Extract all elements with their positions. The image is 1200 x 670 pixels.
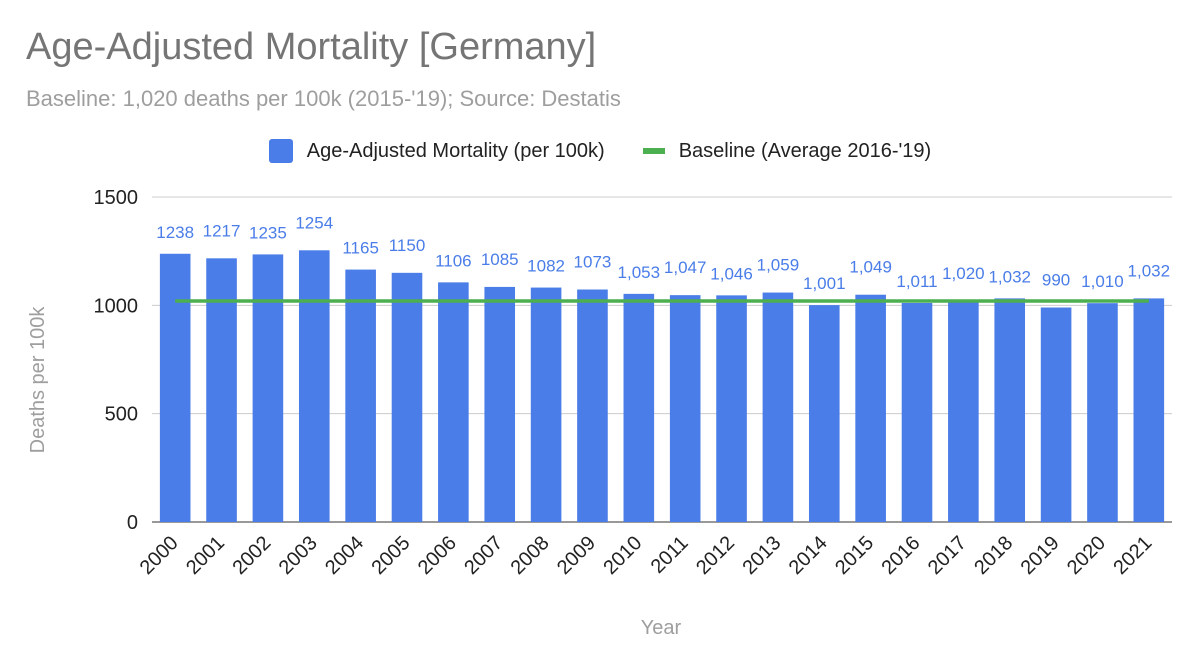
x-tick-label: 2010 — [599, 532, 646, 579]
data-label: 1,053 — [618, 263, 661, 282]
x-tick-label: 2018 — [970, 532, 1017, 579]
data-label: 1073 — [574, 253, 612, 272]
x-axis-title: Year — [641, 617, 682, 639]
bar — [206, 258, 237, 522]
bar — [623, 293, 655, 522]
x-tick-label: 2008 — [507, 532, 554, 579]
data-label: 1,020 — [942, 264, 985, 283]
bar — [345, 269, 376, 522]
x-tick-label: 2017 — [924, 532, 971, 579]
bar — [1040, 307, 1072, 522]
data-label: 1106 — [435, 251, 472, 270]
legend-swatch-line — [642, 148, 665, 154]
bar — [159, 253, 191, 522]
x-tick-label: 2007 — [460, 532, 507, 579]
bar — [762, 292, 794, 522]
data-label: 1,032 — [988, 267, 1031, 286]
bar — [577, 289, 608, 522]
data-label: 1,046 — [710, 264, 753, 283]
bar — [901, 302, 933, 522]
data-label: 1238 — [156, 223, 194, 242]
x-tick-label: 2006 — [414, 532, 461, 579]
legend: Age-Adjusted Mortality (per 100k) Baseli… — [0, 136, 1200, 166]
bar — [484, 286, 516, 522]
x-tick-label: 2012 — [692, 532, 739, 579]
legend-swatch-bar — [268, 139, 293, 163]
bar — [808, 305, 840, 522]
y-axis-title: Deaths per 100k — [27, 306, 49, 454]
data-label: 1165 — [342, 239, 379, 258]
bar — [855, 294, 886, 522]
chart-subtitle: Baseline: 1,020 deaths per 100k (2015-'1… — [26, 86, 621, 111]
data-label: 1,049 — [849, 258, 892, 277]
data-label: 1085 — [481, 250, 519, 269]
x-tick-label: 2013 — [738, 532, 785, 579]
data-label: 1150 — [389, 236, 426, 255]
data-label: 1254 — [295, 213, 333, 232]
x-tick-label: 2004 — [321, 532, 368, 579]
x-tick-label: 2016 — [878, 532, 925, 579]
data-label: 990 — [1042, 271, 1070, 290]
x-tick-label: 2014 — [785, 532, 832, 579]
y-tick-label: 1500 — [94, 187, 139, 209]
bar — [669, 295, 701, 522]
bar — [994, 298, 1026, 522]
bar — [298, 250, 330, 523]
x-tick-label: 2000 — [136, 532, 183, 579]
x-tick-label: 2002 — [228, 532, 275, 579]
legend-item-baseline[interactable]: Baseline (Average 2016-'19) — [642, 139, 932, 163]
x-tick-label: 2009 — [553, 532, 600, 579]
y-tick-label: 500 — [105, 404, 138, 426]
y-tick-label: 0 — [127, 512, 138, 534]
data-label: 1,032 — [1128, 261, 1171, 280]
bar — [1133, 298, 1165, 522]
bar — [530, 287, 562, 522]
data-label: 1,001 — [803, 274, 846, 293]
x-tick-label: 2011 — [647, 532, 693, 578]
bar — [948, 301, 979, 522]
data-label: 1217 — [203, 221, 241, 240]
y-tick-label: 1000 — [94, 295, 139, 317]
bar — [1087, 303, 1118, 522]
legend-item-mortality[interactable]: Age-Adjusted Mortality (per 100k) — [268, 139, 605, 163]
data-label: 1235 — [249, 223, 287, 242]
data-label: 1,010 — [1081, 272, 1124, 291]
x-tick-label: 2003 — [275, 532, 322, 579]
bar — [438, 282, 469, 522]
x-tick-label: 2015 — [831, 532, 878, 579]
data-label: 1,047 — [664, 258, 707, 277]
data-label: 1,011 — [896, 272, 937, 291]
data-label: 1082 — [527, 257, 565, 276]
x-tick-label: 2020 — [1063, 532, 1110, 579]
legend-label-mortality: Age-Adjusted Mortality (per 100k) — [306, 139, 605, 162]
chart-title: Age-Adjusted Mortality [Germany] — [26, 26, 597, 68]
x-tick-label: 2019 — [1017, 532, 1064, 579]
legend-label-baseline: Baseline (Average 2016-'19) — [678, 139, 932, 162]
bar — [391, 272, 423, 522]
x-tick-label: 2021 — [1109, 532, 1156, 579]
bar — [716, 295, 747, 522]
bar — [252, 254, 284, 522]
data-label: 1,059 — [757, 256, 800, 275]
x-tick-label: 2001 — [182, 532, 229, 579]
x-tick-label: 2005 — [368, 532, 415, 579]
